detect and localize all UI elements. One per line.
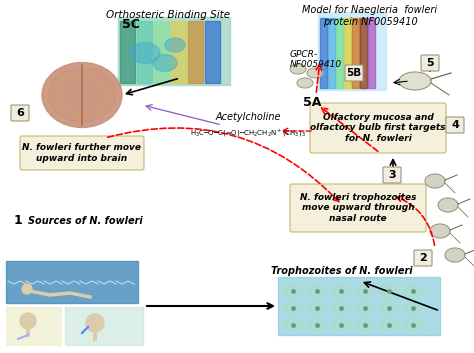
Text: N. fowleri further move
upward into brain: N. fowleri further move upward into brai…	[22, 143, 142, 163]
Bar	[320, 18, 327, 88]
Ellipse shape	[379, 319, 399, 331]
Text: Trophozoites of N. fowleri: Trophozoites of N. fowleri	[271, 266, 413, 276]
Ellipse shape	[97, 84, 118, 98]
Text: 2: 2	[419, 253, 427, 263]
FancyBboxPatch shape	[383, 167, 401, 183]
Polygon shape	[307, 68, 323, 78]
Ellipse shape	[88, 73, 110, 87]
Text: Model for Naegleria  fowleri
protein NF0059410: Model for Naegleria fowleri protein NF00…	[302, 5, 438, 26]
Ellipse shape	[283, 302, 303, 314]
Ellipse shape	[307, 285, 327, 297]
Circle shape	[22, 284, 32, 294]
Text: Sources of N. fowleri: Sources of N. fowleri	[28, 216, 143, 226]
Ellipse shape	[88, 103, 110, 117]
Ellipse shape	[153, 55, 177, 71]
Circle shape	[86, 314, 104, 332]
Ellipse shape	[331, 302, 351, 314]
Text: Acetylcholine: Acetylcholine	[215, 112, 281, 122]
Polygon shape	[425, 174, 445, 188]
Ellipse shape	[46, 82, 68, 96]
FancyBboxPatch shape	[310, 103, 446, 153]
Ellipse shape	[165, 38, 185, 52]
Text: 3: 3	[388, 170, 396, 180]
FancyBboxPatch shape	[414, 250, 432, 266]
Bar	[360, 18, 367, 88]
Ellipse shape	[46, 94, 68, 108]
Text: 4: 4	[451, 120, 459, 130]
Bar	[205, 21, 220, 83]
Ellipse shape	[307, 302, 327, 314]
Text: 5: 5	[426, 58, 434, 68]
FancyBboxPatch shape	[446, 117, 464, 133]
Bar	[328, 18, 335, 88]
Bar	[65, 307, 143, 345]
Text: 5A: 5A	[303, 96, 321, 109]
Bar	[120, 21, 135, 83]
Polygon shape	[430, 224, 450, 238]
Ellipse shape	[355, 285, 375, 297]
Polygon shape	[290, 64, 306, 74]
Circle shape	[20, 313, 36, 329]
Text: Olfactory mucosa and
olfactory bulb first targets
for N. fowleri: Olfactory mucosa and olfactory bulb firs…	[310, 113, 446, 143]
Bar	[188, 21, 203, 83]
Bar	[6, 307, 61, 345]
FancyBboxPatch shape	[421, 55, 439, 71]
Bar	[118, 17, 230, 85]
Ellipse shape	[331, 285, 351, 297]
Ellipse shape	[130, 42, 160, 64]
Ellipse shape	[403, 285, 423, 297]
Bar	[344, 18, 351, 88]
Text: Orthosteric Binding Site: Orthosteric Binding Site	[106, 10, 230, 20]
Ellipse shape	[403, 319, 423, 331]
Ellipse shape	[379, 285, 399, 297]
Ellipse shape	[97, 92, 118, 106]
Bar	[352, 18, 359, 88]
Bar	[137, 21, 152, 83]
Ellipse shape	[355, 319, 375, 331]
FancyBboxPatch shape	[11, 105, 29, 121]
Ellipse shape	[283, 319, 303, 331]
Ellipse shape	[73, 68, 95, 82]
Text: N. fowleri trophozoites
move upward through
nasal route: N. fowleri trophozoites move upward thro…	[300, 193, 416, 223]
Bar	[318, 12, 386, 90]
Ellipse shape	[283, 285, 303, 297]
Ellipse shape	[48, 68, 116, 122]
Ellipse shape	[42, 62, 122, 127]
Ellipse shape	[403, 302, 423, 314]
Ellipse shape	[379, 302, 399, 314]
Bar	[368, 18, 375, 88]
Text: 5C: 5C	[122, 18, 140, 31]
Bar	[154, 21, 169, 83]
Ellipse shape	[355, 302, 375, 314]
Text: 6: 6	[16, 108, 24, 118]
Text: GPCR-
NF0059410: GPCR- NF0059410	[290, 50, 342, 70]
Bar	[171, 21, 186, 83]
Ellipse shape	[73, 108, 95, 122]
Ellipse shape	[307, 319, 327, 331]
FancyBboxPatch shape	[290, 184, 426, 232]
Text: $\mathrm{H_3C}$─O─C(=O)─$\mathrm{CH_2CH_2N^+(CH_3)_3}$: $\mathrm{H_3C}$─O─C(=O)─$\mathrm{CH_2CH_…	[190, 127, 306, 139]
Ellipse shape	[331, 319, 351, 331]
FancyBboxPatch shape	[345, 65, 363, 81]
Bar	[278, 277, 440, 335]
FancyBboxPatch shape	[20, 136, 144, 170]
Ellipse shape	[56, 104, 79, 119]
Ellipse shape	[56, 71, 79, 85]
Polygon shape	[399, 72, 431, 90]
Text: 1: 1	[14, 215, 23, 227]
Polygon shape	[445, 248, 465, 262]
Text: 5B: 5B	[346, 68, 362, 78]
Bar	[6, 261, 138, 303]
Polygon shape	[438, 198, 458, 212]
Bar	[336, 18, 343, 88]
Polygon shape	[297, 78, 313, 88]
